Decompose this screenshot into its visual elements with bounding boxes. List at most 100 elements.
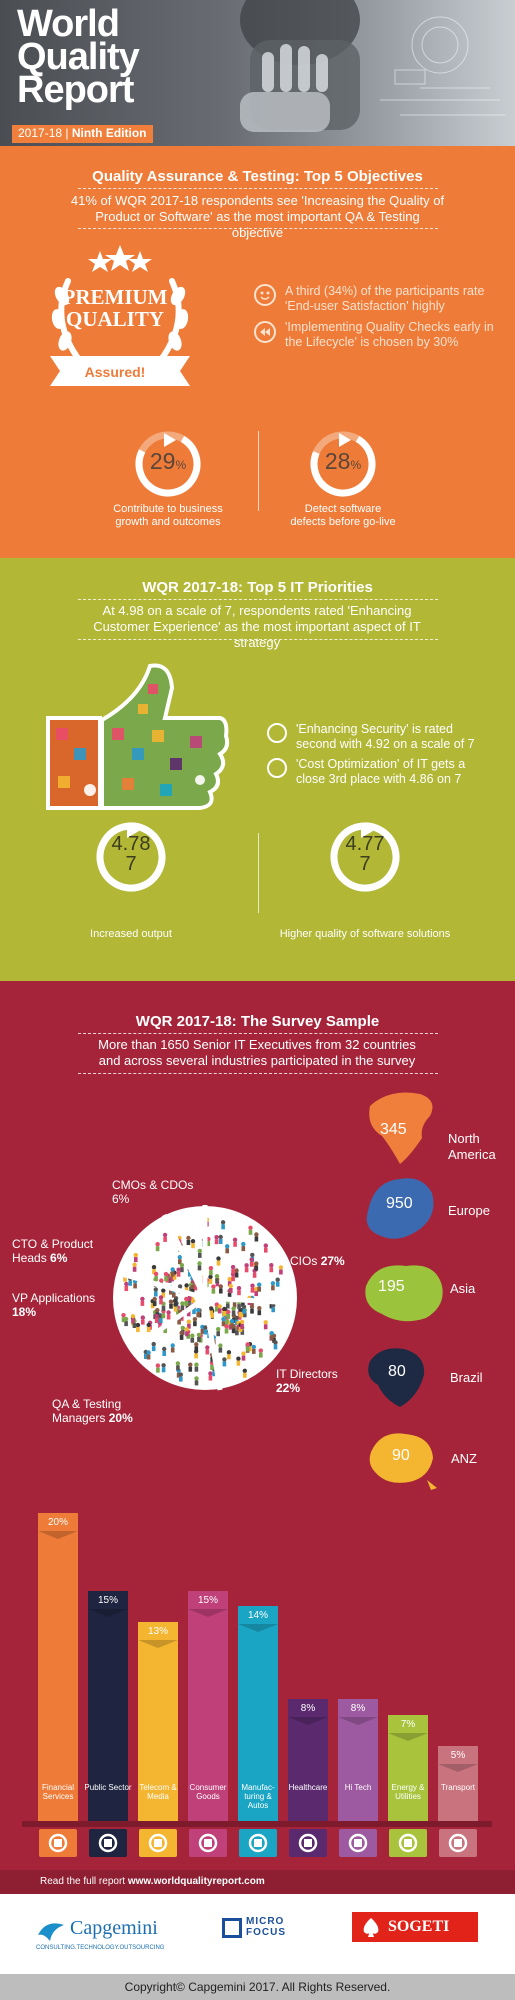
objective-bullet-2: 'Implementing Quality Checks early in th… (285, 320, 494, 349)
badge-line-2: QUALITY (65, 307, 165, 331)
bar-consumer-goods (188, 1590, 228, 1823)
bar-value-label: 14% (247, 1610, 268, 1621)
role-pct: 18% (12, 1305, 37, 1319)
bar-value-label: 13% (147, 1625, 168, 1637)
stat-value: 4.77 (345, 833, 385, 855)
bar-category-label: Healthcare (288, 1783, 328, 1792)
stat-scale: 7 (125, 853, 137, 875)
survey-sample-section: WQR 2017-18: The Survey Sample More than… (0, 981, 515, 1870)
cost-icon (267, 758, 287, 778)
sogeti-logo: SOGETI (352, 1912, 478, 1942)
objective-ring-1 (135, 431, 201, 497)
stat-value: 29 (149, 448, 176, 474)
micro-focus-logo: MICRO FOCUS (246, 1916, 286, 1938)
role-label: QA & Testing Managers (52, 1397, 122, 1425)
bar-value-label: 5% (450, 1749, 466, 1761)
objective-stat-2-caption: Detect software defects before go-live (290, 503, 396, 528)
sogeti-wordmark: SOGETI (388, 1918, 450, 1935)
priorities-heading: WQR 2017-18: Top 5 IT Priorities (142, 579, 373, 596)
priority-stat-1: 4.78 7 (94, 834, 168, 874)
divider (258, 833, 259, 913)
premium-quality-badge (50, 245, 190, 386)
role-pct: 6% (50, 1251, 68, 1265)
priorities-subheading: At 4.98 on a scale of 7, respondents rat… (93, 603, 421, 650)
role-pct: 27% (320, 1254, 345, 1268)
bar-value-label: 20% (47, 1517, 68, 1528)
role-qa: QA & Testing Managers 20% (52, 1397, 162, 1425)
role-cios: CIOs 27% (290, 1254, 345, 1268)
role-pct: 6% (112, 1192, 130, 1206)
bar-public-sector (88, 1590, 128, 1823)
industry-bar-chart: 20% Financial Services 15% Public Sector 13%… (0, 1501, 515, 1870)
priority-bullet-2: 'Cost Optimization' of IT gets a close 3… (296, 757, 466, 786)
bar-category-label: Transport (441, 1783, 475, 1792)
bar-financial-services (38, 1513, 78, 1823)
thumbs-up-icon (46, 663, 230, 810)
bar-category-label: Financial Services (41, 1783, 74, 1801)
bar-manufacturing-autos (238, 1606, 278, 1823)
role-pct: 22% (276, 1381, 301, 1395)
bar-category-label: Energy & Utilities (391, 1783, 425, 1801)
ring-arrow (339, 433, 351, 447)
title-line-2: Quality (17, 36, 140, 78)
anz-count: 90 (392, 1447, 410, 1464)
divider (258, 431, 259, 511)
stat-value: 4.78 (111, 833, 151, 855)
divider (78, 599, 438, 600)
priority-stat-1-caption: Increased output (90, 928, 172, 940)
stat-unit: % (175, 458, 187, 472)
objectives-subheading: 41% of WQR 2017-18 respondents see 'Incr… (70, 193, 445, 240)
objective-stat-2: 28% (308, 448, 378, 475)
bar-cap (338, 1717, 378, 1725)
role-label: IT Directors (276, 1367, 338, 1381)
north-america-label: North America (448, 1131, 496, 1162)
bar-category-label: Hi Tech (344, 1783, 372, 1792)
bar-telecom-media (138, 1621, 178, 1823)
north-america-map (369, 1092, 433, 1164)
header-banner: World Quality Report 2017-18 | Ninth Edi… (0, 0, 515, 146)
objective-stat-1: 29% (133, 448, 203, 475)
bar-cap (388, 1732, 428, 1741)
read-prefix: Read the full report (40, 1876, 126, 1887)
objectives-section: Quality Assurance & Testing: Top 5 Objec… (0, 146, 515, 558)
building-icon (89, 1829, 127, 1857)
north-america-count: 345 (380, 1121, 407, 1138)
badge-ribbon-text: Assured! (84, 364, 146, 380)
respondent-role-circle (113, 1205, 297, 1391)
anz-map (369, 1433, 437, 1490)
copyright: Copyright© Capgemini 2017. All Rights Re… (0, 1974, 515, 2000)
priority-ring-1 (96, 822, 166, 892)
capgemini-spade-icon (38, 1923, 64, 1941)
asia-count: 195 (378, 1278, 405, 1295)
footer: Read the full report www.worldqualityrep… (0, 1870, 515, 2000)
report-link[interactable]: www.worldqualityreport.com (127, 1876, 265, 1887)
money-icon (39, 1829, 77, 1857)
role-label: CMOs & CDOs (112, 1178, 194, 1192)
role-vp: VP Applications 18% (12, 1291, 97, 1319)
capgemini-wordmark: Capgemini (70, 1917, 158, 1939)
bar-energy-utilities (388, 1714, 428, 1823)
bar-cap (288, 1717, 328, 1725)
bar-cap (138, 1639, 178, 1648)
priority-ring-2 (330, 822, 400, 892)
ring-arrow (127, 824, 139, 838)
role-cmos: CMOs & CDOs 6% (112, 1178, 193, 1206)
bulb-icon (389, 1829, 427, 1857)
read-report-bar: Read the full report www.worldqualityrep… (0, 1870, 515, 1894)
ring-fill (330, 822, 400, 892)
bar-cap (238, 1624, 278, 1632)
chart-baseline (22, 1821, 492, 1827)
europe-map (366, 1178, 434, 1239)
report-title: World Quality Report (17, 5, 140, 111)
bar-value-label: 15% (197, 1594, 218, 1606)
stat-scale: 7 (359, 853, 371, 875)
ring-arrow (164, 433, 176, 447)
truck-icon (439, 1829, 477, 1857)
robot-hand-illustration (240, 0, 505, 132)
divider (78, 1073, 438, 1074)
priority-stat-2-caption: Higher quality of software solutions (279, 928, 451, 940)
title-line-3: Report (17, 69, 134, 111)
bar-category-label: Telecom & Media (139, 1783, 177, 1801)
gear-icon (239, 1829, 277, 1857)
sample-heading: WQR 2017-18: The Survey Sample (135, 1013, 380, 1030)
